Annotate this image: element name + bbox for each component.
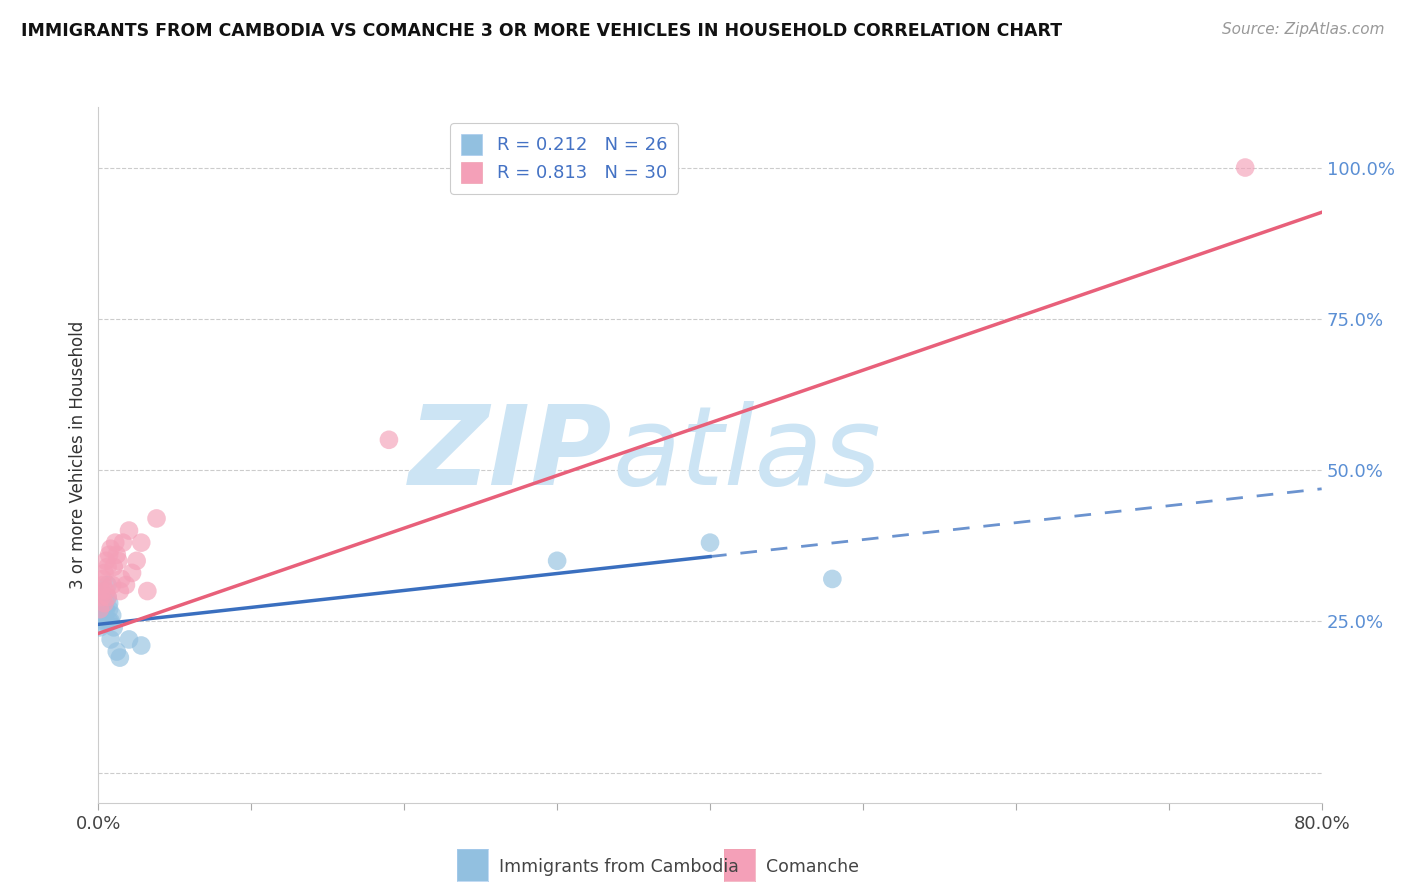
Text: Comanche: Comanche — [766, 858, 859, 876]
Point — [111, 535, 134, 549]
Point — [98, 615, 121, 629]
Point — [93, 596, 115, 610]
Point — [103, 620, 125, 634]
Point — [121, 566, 143, 580]
Point — [91, 602, 114, 616]
Point — [97, 559, 120, 574]
Point — [94, 615, 117, 629]
Point — [100, 541, 122, 556]
Point — [107, 554, 129, 568]
Text: atlas: atlas — [612, 401, 880, 508]
Text: Immigrants from Cambodia: Immigrants from Cambodia — [499, 858, 740, 876]
Point — [94, 554, 117, 568]
Point — [821, 572, 844, 586]
Point — [101, 608, 124, 623]
Point — [98, 548, 121, 562]
Point — [98, 602, 121, 616]
Point — [699, 535, 721, 549]
Text: ZIP: ZIP — [409, 401, 612, 508]
Point — [105, 548, 128, 562]
Point — [91, 578, 114, 592]
Point — [546, 554, 568, 568]
Point — [145, 511, 167, 525]
Y-axis label: 3 or more Vehicles in Household: 3 or more Vehicles in Household — [69, 321, 87, 589]
Text: Source: ZipAtlas.com: Source: ZipAtlas.com — [1222, 22, 1385, 37]
Point — [108, 650, 131, 665]
Point — [108, 584, 131, 599]
Point — [89, 620, 111, 634]
Point — [91, 615, 114, 629]
Point — [118, 632, 141, 647]
Legend: R = 0.212   N = 26, R = 0.813   N = 30: R = 0.212 N = 26, R = 0.813 N = 30 — [450, 123, 678, 194]
Point — [110, 572, 132, 586]
Point — [1234, 161, 1257, 175]
Point — [94, 584, 117, 599]
Point — [125, 554, 148, 568]
Point — [97, 578, 120, 592]
Point — [91, 572, 114, 586]
Point — [105, 644, 128, 658]
Point — [93, 566, 115, 580]
Point — [115, 578, 138, 592]
Point — [378, 433, 401, 447]
Point — [90, 608, 112, 623]
Point — [98, 596, 121, 610]
Point — [136, 584, 159, 599]
Point — [90, 596, 112, 610]
Point — [103, 559, 125, 574]
Text: IMMIGRANTS FROM CAMBODIA VS COMANCHE 3 OR MORE VEHICLES IN HOUSEHOLD CORRELATION: IMMIGRANTS FROM CAMBODIA VS COMANCHE 3 O… — [21, 22, 1062, 40]
Point — [100, 615, 122, 629]
Point — [91, 596, 114, 610]
Point — [94, 602, 117, 616]
Point — [101, 578, 124, 592]
Point — [89, 602, 111, 616]
Point — [90, 590, 112, 604]
Point — [97, 590, 120, 604]
Point — [93, 608, 115, 623]
Point — [93, 602, 115, 616]
Point — [129, 639, 152, 653]
Point — [100, 632, 122, 647]
Point — [97, 590, 120, 604]
Point — [129, 535, 152, 549]
Point — [118, 524, 141, 538]
Point — [90, 584, 112, 599]
Point — [104, 535, 127, 549]
